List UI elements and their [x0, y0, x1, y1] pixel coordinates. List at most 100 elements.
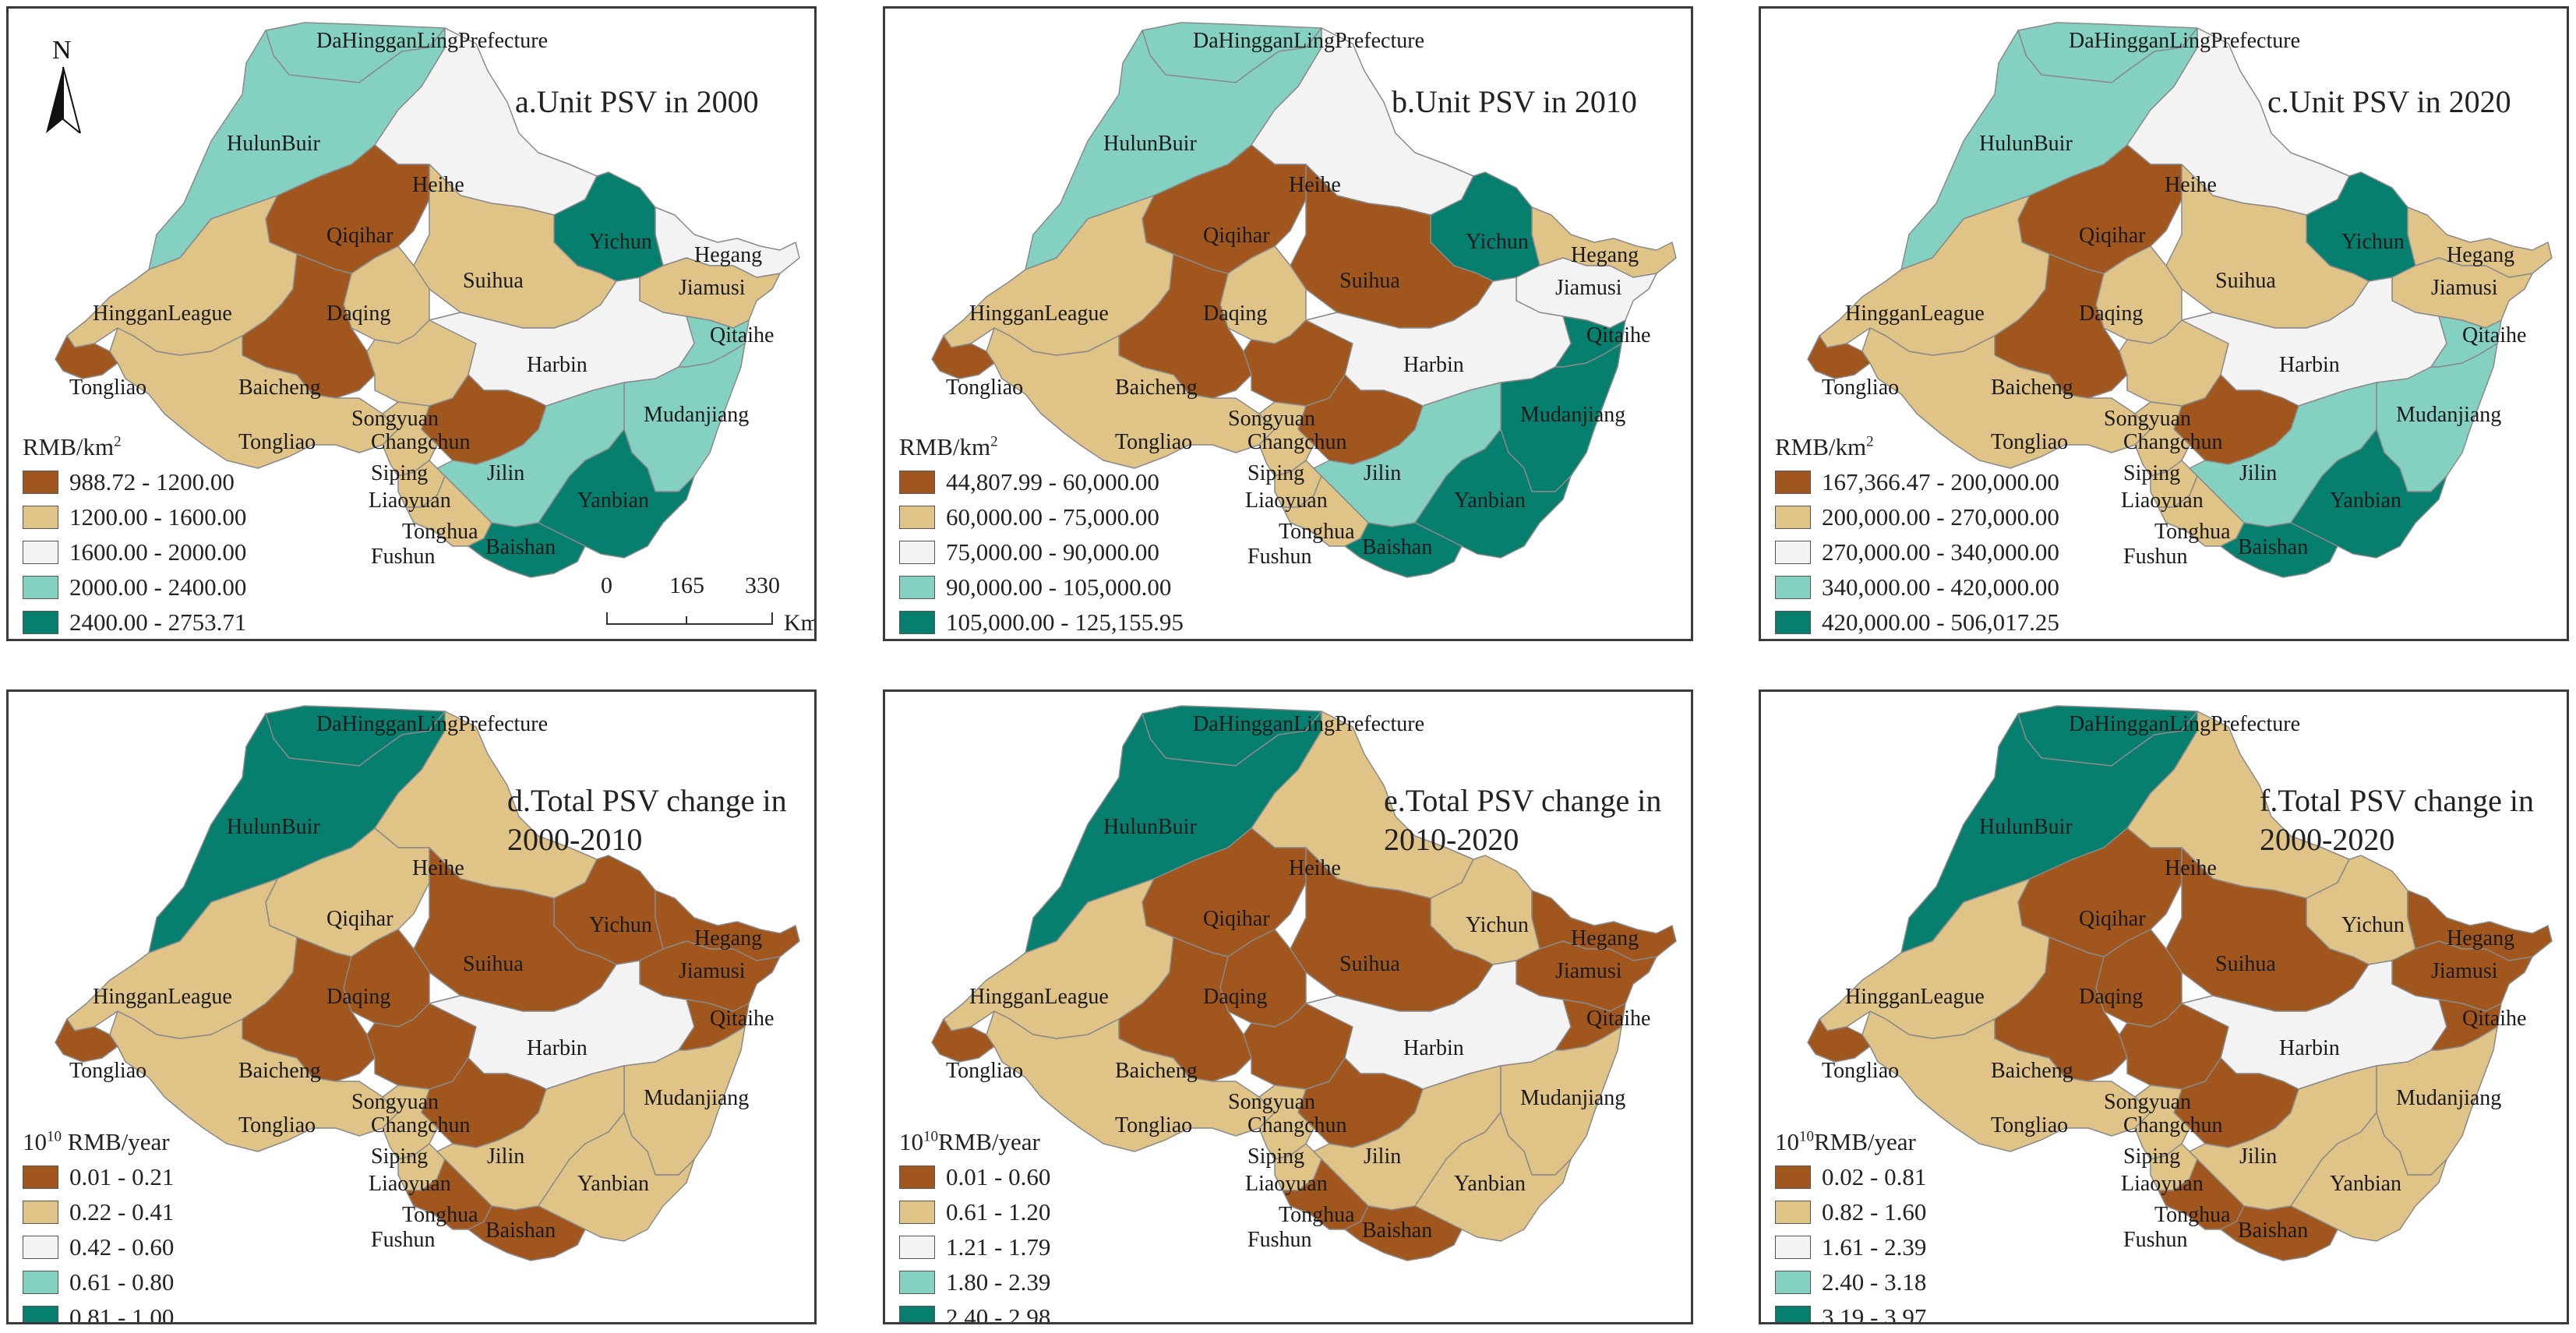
- label-hulunbuir: HulunBuir: [1979, 132, 2073, 156]
- label-jiamusi: Jiamusi: [2431, 276, 2498, 300]
- legend-label: 200,000.00 - 270,000.00: [1822, 503, 2059, 531]
- label-heihe: Heihe: [412, 856, 464, 880]
- region-yanbian: [2290, 428, 2447, 559]
- label-jilin: Jilin: [2239, 1144, 2277, 1169]
- legend-label: 0.42 - 0.60: [69, 1232, 175, 1261]
- label-yanbian: Yanbian: [2330, 488, 2401, 513]
- label-songyuan: Songyuan: [2104, 407, 2191, 431]
- label-daqing: Daqing: [326, 985, 390, 1009]
- legend-swatch: [23, 1305, 58, 1322]
- label-tongliaoeast: Tongliao: [1115, 430, 1192, 454]
- choropleth-map: DaHingganLingPrefecture HulunBuir Heihe …: [55, 22, 800, 578]
- label-tongliaoeast: Tongliao: [238, 1113, 316, 1137]
- legend-unit: RMB/km2: [1775, 433, 1874, 460]
- label-heihe: Heihe: [1289, 173, 1341, 197]
- legend-label: 3.19 - 3.97: [1822, 1303, 1927, 1324]
- label-hingganleague: HingganLeague: [1845, 985, 1985, 1009]
- label-yanbian: Yanbian: [1454, 488, 1526, 513]
- map-panel-d: DaHingganLingPrefecture HulunBuir Heihe …: [6, 689, 817, 1324]
- label-qitaihe: Qitaihe: [710, 323, 774, 347]
- legend-unit: 1010 RMB/year: [23, 1128, 174, 1156]
- legend-label: 1.80 - 2.39: [946, 1268, 1051, 1296]
- label-mudanjiang: Mudanjiang: [644, 1086, 749, 1110]
- label-yichun: Yichun: [1466, 913, 1529, 937]
- legend-unit-base: 10: [1775, 1128, 1799, 1155]
- label-yanbian: Yanbian: [577, 488, 649, 513]
- label-fushun: Fushun: [1247, 1228, 1311, 1252]
- label-qiqihar: Qiqihar: [326, 907, 393, 931]
- label-fushun: Fushun: [371, 545, 435, 569]
- legend-label: 270,000.00 - 340,000.00: [1822, 538, 2059, 566]
- legend-swatch: [23, 540, 58, 564]
- label-harbin: Harbin: [1403, 1036, 1464, 1060]
- panel-title: b.Unit PSV in 2010: [1392, 83, 1637, 122]
- legend-unit-base: 10: [899, 1128, 923, 1155]
- legend-item: 0.22 - 0.41: [23, 1194, 174, 1229]
- label-yanbian: Yanbian: [1454, 1172, 1526, 1196]
- label-tongliaowest: Tongliao: [69, 376, 146, 400]
- label-baicheng: Baicheng: [238, 376, 321, 400]
- legend-swatch: [23, 1200, 58, 1224]
- region-tongliaowest: [931, 1018, 995, 1063]
- legend-unit-suffix: RMB/year: [62, 1128, 170, 1155]
- legend: 1010RMB/year 0.01 - 0.60 0.61 - 1.20 1.21 …: [899, 1128, 1051, 1322]
- label-jiamusi: Jiamusi: [1555, 959, 1622, 983]
- legend-label: 340,000.00 - 420,000.00: [1822, 573, 2059, 601]
- title-line: a.Unit PSV in 2000: [515, 84, 759, 119]
- legend-item: 1600.00 - 2000.00: [23, 534, 246, 570]
- label-liaoyuan: Liaoyuan: [369, 488, 451, 513]
- region-tongliaowest: [1807, 1018, 1871, 1063]
- label-fushun: Fushun: [2123, 1228, 2187, 1252]
- label-tongliaowest: Tongliao: [1822, 376, 1899, 400]
- legend-item: 90,000.00 - 105,000.00: [899, 570, 1184, 605]
- legend-label: 0.61 - 0.80: [69, 1268, 175, 1296]
- legend-item: 105,000.00 - 125,155.95: [899, 605, 1184, 639]
- panel-title: c.Unit PSV in 2020: [2267, 83, 2511, 122]
- legend-label: 1200.00 - 1600.00: [69, 503, 247, 531]
- label-suihua: Suihua: [1339, 952, 1400, 976]
- legend-swatch: [899, 540, 935, 564]
- legend-swatch: [899, 1165, 935, 1189]
- label-fushun: Fushun: [2123, 545, 2187, 569]
- label-hulunbuir: HulunBuir: [1103, 132, 1197, 156]
- legend-label: 75,000.00 - 90,000.00: [946, 538, 1159, 566]
- scale-unit: Km: [784, 610, 817, 636]
- region-yanbian: [1414, 1112, 1572, 1242]
- region-tongliaowest: [1807, 335, 1871, 379]
- legend-item: 75,000.00 - 90,000.00: [899, 534, 1184, 570]
- label-hulunbuir: HulunBuir: [227, 815, 320, 839]
- scale-tick0: 0: [601, 573, 612, 598]
- region-tongliaowest: [55, 335, 118, 379]
- panel-title: f.Total PSV change in 2000-2020: [2260, 781, 2534, 859]
- label-songyuan: Songyuan: [1228, 1090, 1315, 1114]
- label-jilin: Jilin: [1364, 461, 1401, 485]
- legend-label: 0.22 - 0.41: [69, 1197, 175, 1225]
- legend-item: 2000.00 - 2400.00: [23, 570, 246, 605]
- label-qitaihe: Qitaihe: [2462, 323, 2526, 347]
- legend-swatch: [1775, 1235, 1811, 1259]
- legend-swatch: [23, 470, 58, 494]
- region-tongliaowest: [55, 1018, 118, 1063]
- legend-label: 2000.00 - 2400.00: [69, 573, 247, 601]
- region-yanbian: [538, 428, 695, 559]
- legend-swatch: [1775, 1305, 1811, 1322]
- legend-label: 167,366.47 - 200,000.00: [1822, 467, 2059, 495]
- region-baishan: [2220, 1205, 2338, 1261]
- label-liaoyuan: Liaoyuan: [1245, 1172, 1328, 1196]
- region-tongliaowest: [931, 335, 995, 379]
- map-panel-b: DaHingganLingPrefecture HulunBuir Heihe …: [883, 6, 1693, 641]
- label-dahingganling: DaHingganLingPrefecture: [1193, 712, 1424, 736]
- legend-item: 0.01 - 0.60: [899, 1159, 1050, 1194]
- label-changchun: Changchun: [371, 1113, 471, 1137]
- legend-item: 420,000.00 - 506,017.25: [1775, 605, 2059, 639]
- label-jiamusi: Jiamusi: [1555, 276, 1622, 300]
- legend-unit: 1010RMB/year: [1775, 1128, 1926, 1156]
- label-heihe: Heihe: [1289, 856, 1341, 880]
- panel-title: d.Total PSV change in 2000-2010: [507, 781, 787, 859]
- label-daqing: Daqing: [326, 302, 390, 326]
- title-line: d.Total PSV change in: [507, 783, 787, 818]
- legend-swatch: [23, 1235, 58, 1259]
- legend-swatch: [899, 505, 935, 529]
- title-line: f.Total PSV change in: [2260, 783, 2534, 818]
- label-qitaihe: Qitaihe: [1586, 1007, 1650, 1031]
